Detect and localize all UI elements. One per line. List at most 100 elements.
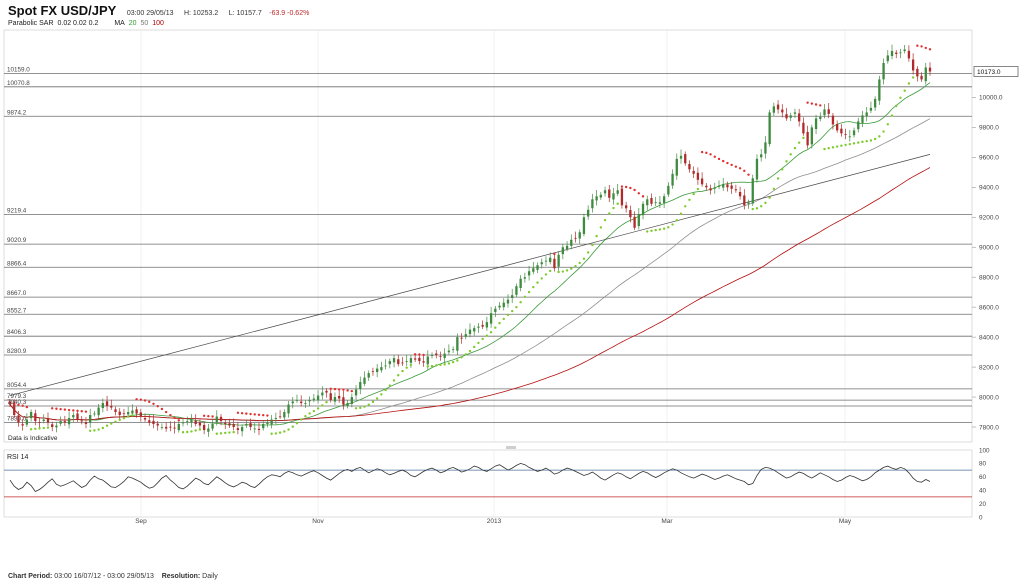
sar-dot [616, 202, 619, 205]
sar-dot [375, 397, 379, 400]
candle-body [266, 422, 269, 425]
level-label: 7830.0 [7, 416, 27, 423]
sar-dot [726, 161, 729, 165]
candle-body [886, 55, 889, 62]
candle-body [903, 49, 906, 52]
pane-splitter [506, 446, 516, 449]
candle-body [257, 428, 261, 431]
sar-dot [447, 362, 451, 365]
sar-dot [899, 96, 902, 99]
period-value: 03:00 16/07/12 - 03:00 29/05/13 [54, 573, 154, 580]
sar-dot [878, 135, 881, 138]
sar-dot [705, 151, 708, 155]
last-price-box [973, 66, 1019, 77]
candle-body [865, 112, 868, 117]
sar-dot [409, 363, 413, 367]
sar-dot [430, 364, 434, 368]
sar-dot [848, 142, 852, 146]
sar-dot [13, 403, 16, 406]
sar-dot [768, 196, 771, 199]
sar-dot [101, 426, 105, 430]
candle-body [249, 423, 252, 428]
candle-body [291, 401, 294, 404]
candle-body [857, 121, 860, 130]
candle-body [93, 413, 96, 415]
sar-dot [612, 206, 615, 210]
sar-dot [802, 136, 805, 140]
price-tick-label: 9000.0 [979, 245, 999, 252]
sar-dot [164, 410, 168, 414]
candle-body [338, 395, 341, 399]
candle-body [219, 416, 223, 422]
candle-body [781, 109, 784, 113]
candle-body [861, 115, 864, 123]
candle-body [793, 112, 797, 114]
candle-body [295, 400, 299, 401]
sar-dot [650, 229, 653, 232]
candle-body [342, 397, 345, 405]
candle-body [278, 416, 282, 418]
sar-dot [160, 407, 164, 411]
candle-body [806, 132, 809, 146]
candle-body [527, 271, 531, 276]
candle-body [789, 115, 792, 118]
candle-body [55, 425, 58, 428]
candle-body [747, 202, 750, 204]
ma-label[interactable]: MA [114, 20, 125, 27]
ma50-line [9, 118, 931, 422]
quote-datetime: 03:00 29/05/13 [126, 10, 174, 17]
rsi-title: RSI 14 [7, 454, 29, 461]
sar-dot [215, 432, 218, 435]
sar-dot [405, 366, 408, 369]
candle-body [798, 113, 801, 122]
sar-dot [911, 76, 915, 79]
candle-body [840, 128, 843, 134]
candle-body [776, 104, 780, 110]
candle-body [802, 122, 805, 134]
sar-dot [916, 44, 919, 47]
candle-body [211, 424, 214, 429]
candle-body [764, 142, 767, 154]
chart-header: Spot FX USD/JPY 03:00 29/05/13 H: 10253.… [8, 2, 309, 20]
candle-body [422, 361, 425, 363]
sar-dot [194, 429, 197, 432]
candle-body [658, 202, 662, 204]
candle-body [447, 350, 451, 353]
candle-body [726, 184, 729, 188]
sar-dot [717, 157, 721, 161]
candle-body [477, 326, 480, 328]
sar-dot [519, 301, 522, 304]
rsi-tick-label: 20 [979, 501, 987, 508]
sar-dot [451, 360, 455, 364]
candle-body [722, 184, 725, 188]
level-label: 8552.7 [7, 307, 27, 314]
candle-body [814, 118, 818, 129]
price-tick-label: 8600.0 [979, 304, 999, 311]
sar-dot [88, 429, 92, 432]
sar-dot [46, 426, 50, 429]
sar-dot [734, 165, 738, 168]
sar-dot [426, 365, 429, 368]
candle-body [608, 189, 611, 198]
candle-body [224, 422, 227, 425]
sar-dot [105, 424, 109, 427]
sar-label[interactable]: Parabolic SAR [8, 20, 54, 27]
candle-body [63, 421, 67, 423]
candle-body [202, 424, 206, 431]
sar-dot [696, 187, 700, 191]
candle-body [21, 424, 24, 426]
sar-dot [827, 147, 830, 150]
sar-dot [751, 207, 754, 211]
sar-dot [401, 369, 404, 373]
sar-dot [25, 405, 29, 409]
candle-body [413, 358, 417, 360]
quote-low: L: 10157.7 [228, 10, 262, 17]
candle-body [122, 413, 126, 415]
candle-body [127, 412, 130, 415]
sar-dot [928, 48, 932, 51]
candle-body [468, 329, 472, 335]
sar-dot [418, 353, 421, 356]
sar-dot [51, 407, 54, 410]
sar-dot [240, 412, 244, 415]
